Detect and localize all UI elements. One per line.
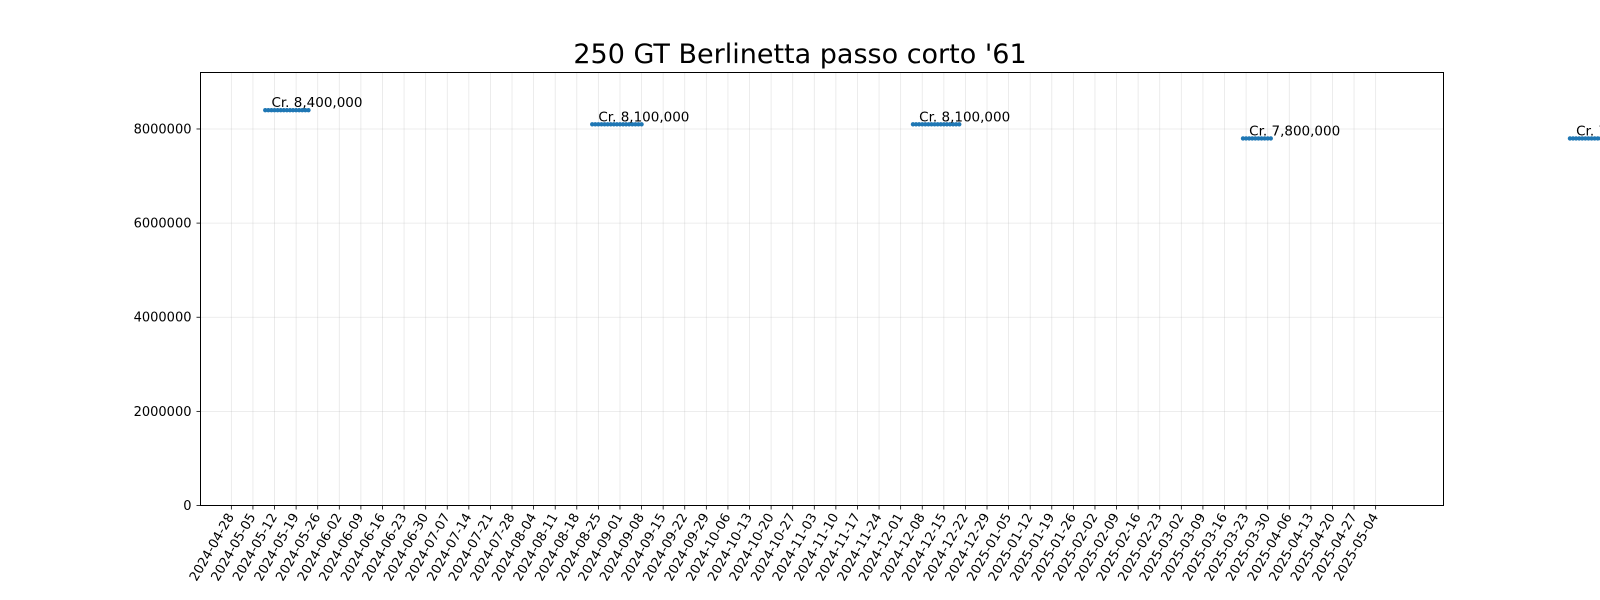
- data-point: [266, 107, 271, 113]
- data-point: [1243, 136, 1249, 141]
- data-point: [950, 122, 956, 127]
- data-point: [290, 107, 296, 113]
- data-point: [953, 122, 959, 127]
- data-point: [935, 122, 940, 127]
- data-point: [957, 122, 962, 127]
- data-point: [284, 107, 290, 113]
- data-point: [639, 122, 644, 127]
- data-point: [633, 122, 638, 127]
- data-point: [1583, 136, 1588, 141]
- data-point: [941, 122, 947, 127]
- data-point: [1580, 136, 1585, 141]
- data-point: [1268, 136, 1273, 141]
- chart-title: 250 GT Berlinetta passo corto '61: [573, 39, 1026, 70]
- data-point: [1256, 136, 1261, 141]
- data-point: [926, 122, 931, 127]
- grid: [200, 72, 1444, 506]
- y-axis: 0 2000000 4000000 6000000 8000000: [134, 122, 201, 514]
- price-annotation: Cr. 8,100,000: [598, 109, 689, 125]
- price-annotation: Cr. 7,800,000: [1576, 123, 1600, 139]
- data-point: [1570, 136, 1576, 141]
- data-point: [1265, 136, 1270, 141]
- data-point: [599, 122, 604, 127]
- data-point: [630, 122, 635, 127]
- data-point: [272, 107, 277, 113]
- data-point: [605, 122, 610, 127]
- data-point: [281, 107, 286, 113]
- price-annotation: Cr. 7,800,000: [1249, 123, 1340, 139]
- data-point: [1567, 136, 1573, 141]
- data-point: [1595, 136, 1600, 141]
- data-point: [303, 107, 308, 113]
- data-point: [923, 122, 928, 127]
- data-point: [590, 122, 595, 127]
- data-point: [620, 122, 626, 127]
- plot-frame: [200, 72, 1444, 506]
- y-tick-label: 4000000: [134, 311, 192, 326]
- data-point: [1573, 136, 1579, 141]
- data-point: [932, 122, 937, 127]
- data-point: [596, 122, 601, 127]
- data-point: [929, 122, 934, 127]
- x-axis: 2024-04-282024-05-052024-05-122024-05-19…: [187, 505, 1382, 584]
- data-point: [602, 122, 607, 127]
- data-point: [920, 122, 925, 127]
- data-point: [593, 122, 598, 127]
- y-tick-label: 8000000: [134, 122, 192, 137]
- data-point: [1259, 136, 1264, 141]
- data-point: [293, 107, 299, 113]
- data-point: [623, 122, 629, 127]
- price-annotation: Cr. 8,100,000: [919, 109, 1010, 125]
- data-point: [1246, 136, 1252, 141]
- data-point: [1586, 136, 1591, 141]
- data-point: [944, 122, 950, 127]
- data-point: [1577, 136, 1582, 141]
- data-point: [916, 122, 922, 127]
- data-point: [296, 107, 302, 113]
- data-point: [1240, 136, 1246, 141]
- data-point: [627, 122, 632, 127]
- price-annotation: Cr. 8,400,000: [271, 95, 362, 111]
- data-point: [1250, 136, 1255, 141]
- data-point: [1592, 136, 1597, 141]
- data-point: [1253, 136, 1258, 141]
- data-point: [263, 107, 268, 113]
- data-point: [1262, 136, 1267, 141]
- data-point: [269, 107, 274, 113]
- data-point: [300, 107, 305, 113]
- data-point: [947, 122, 953, 127]
- data-point: [275, 107, 280, 113]
- data-point: [287, 107, 293, 113]
- data-point: [938, 122, 943, 127]
- y-tick-label: 2000000: [134, 405, 192, 420]
- data-point: [306, 107, 311, 113]
- data-point: [611, 122, 617, 127]
- data-point: [278, 107, 283, 113]
- data-point: [636, 122, 641, 127]
- y-tick-label: 6000000: [134, 217, 192, 232]
- data-point: [913, 122, 919, 127]
- data-point: [1589, 136, 1594, 141]
- data-point: [910, 122, 916, 127]
- data-point: [617, 122, 623, 127]
- data-point: [614, 122, 620, 127]
- y-tick-label: 0: [183, 499, 191, 514]
- annotation-layer: Cr. 8,400,000 Cr. 8,100,000 Cr. 8,100,000 C…: [271, 95, 1600, 139]
- data-point: [608, 122, 613, 127]
